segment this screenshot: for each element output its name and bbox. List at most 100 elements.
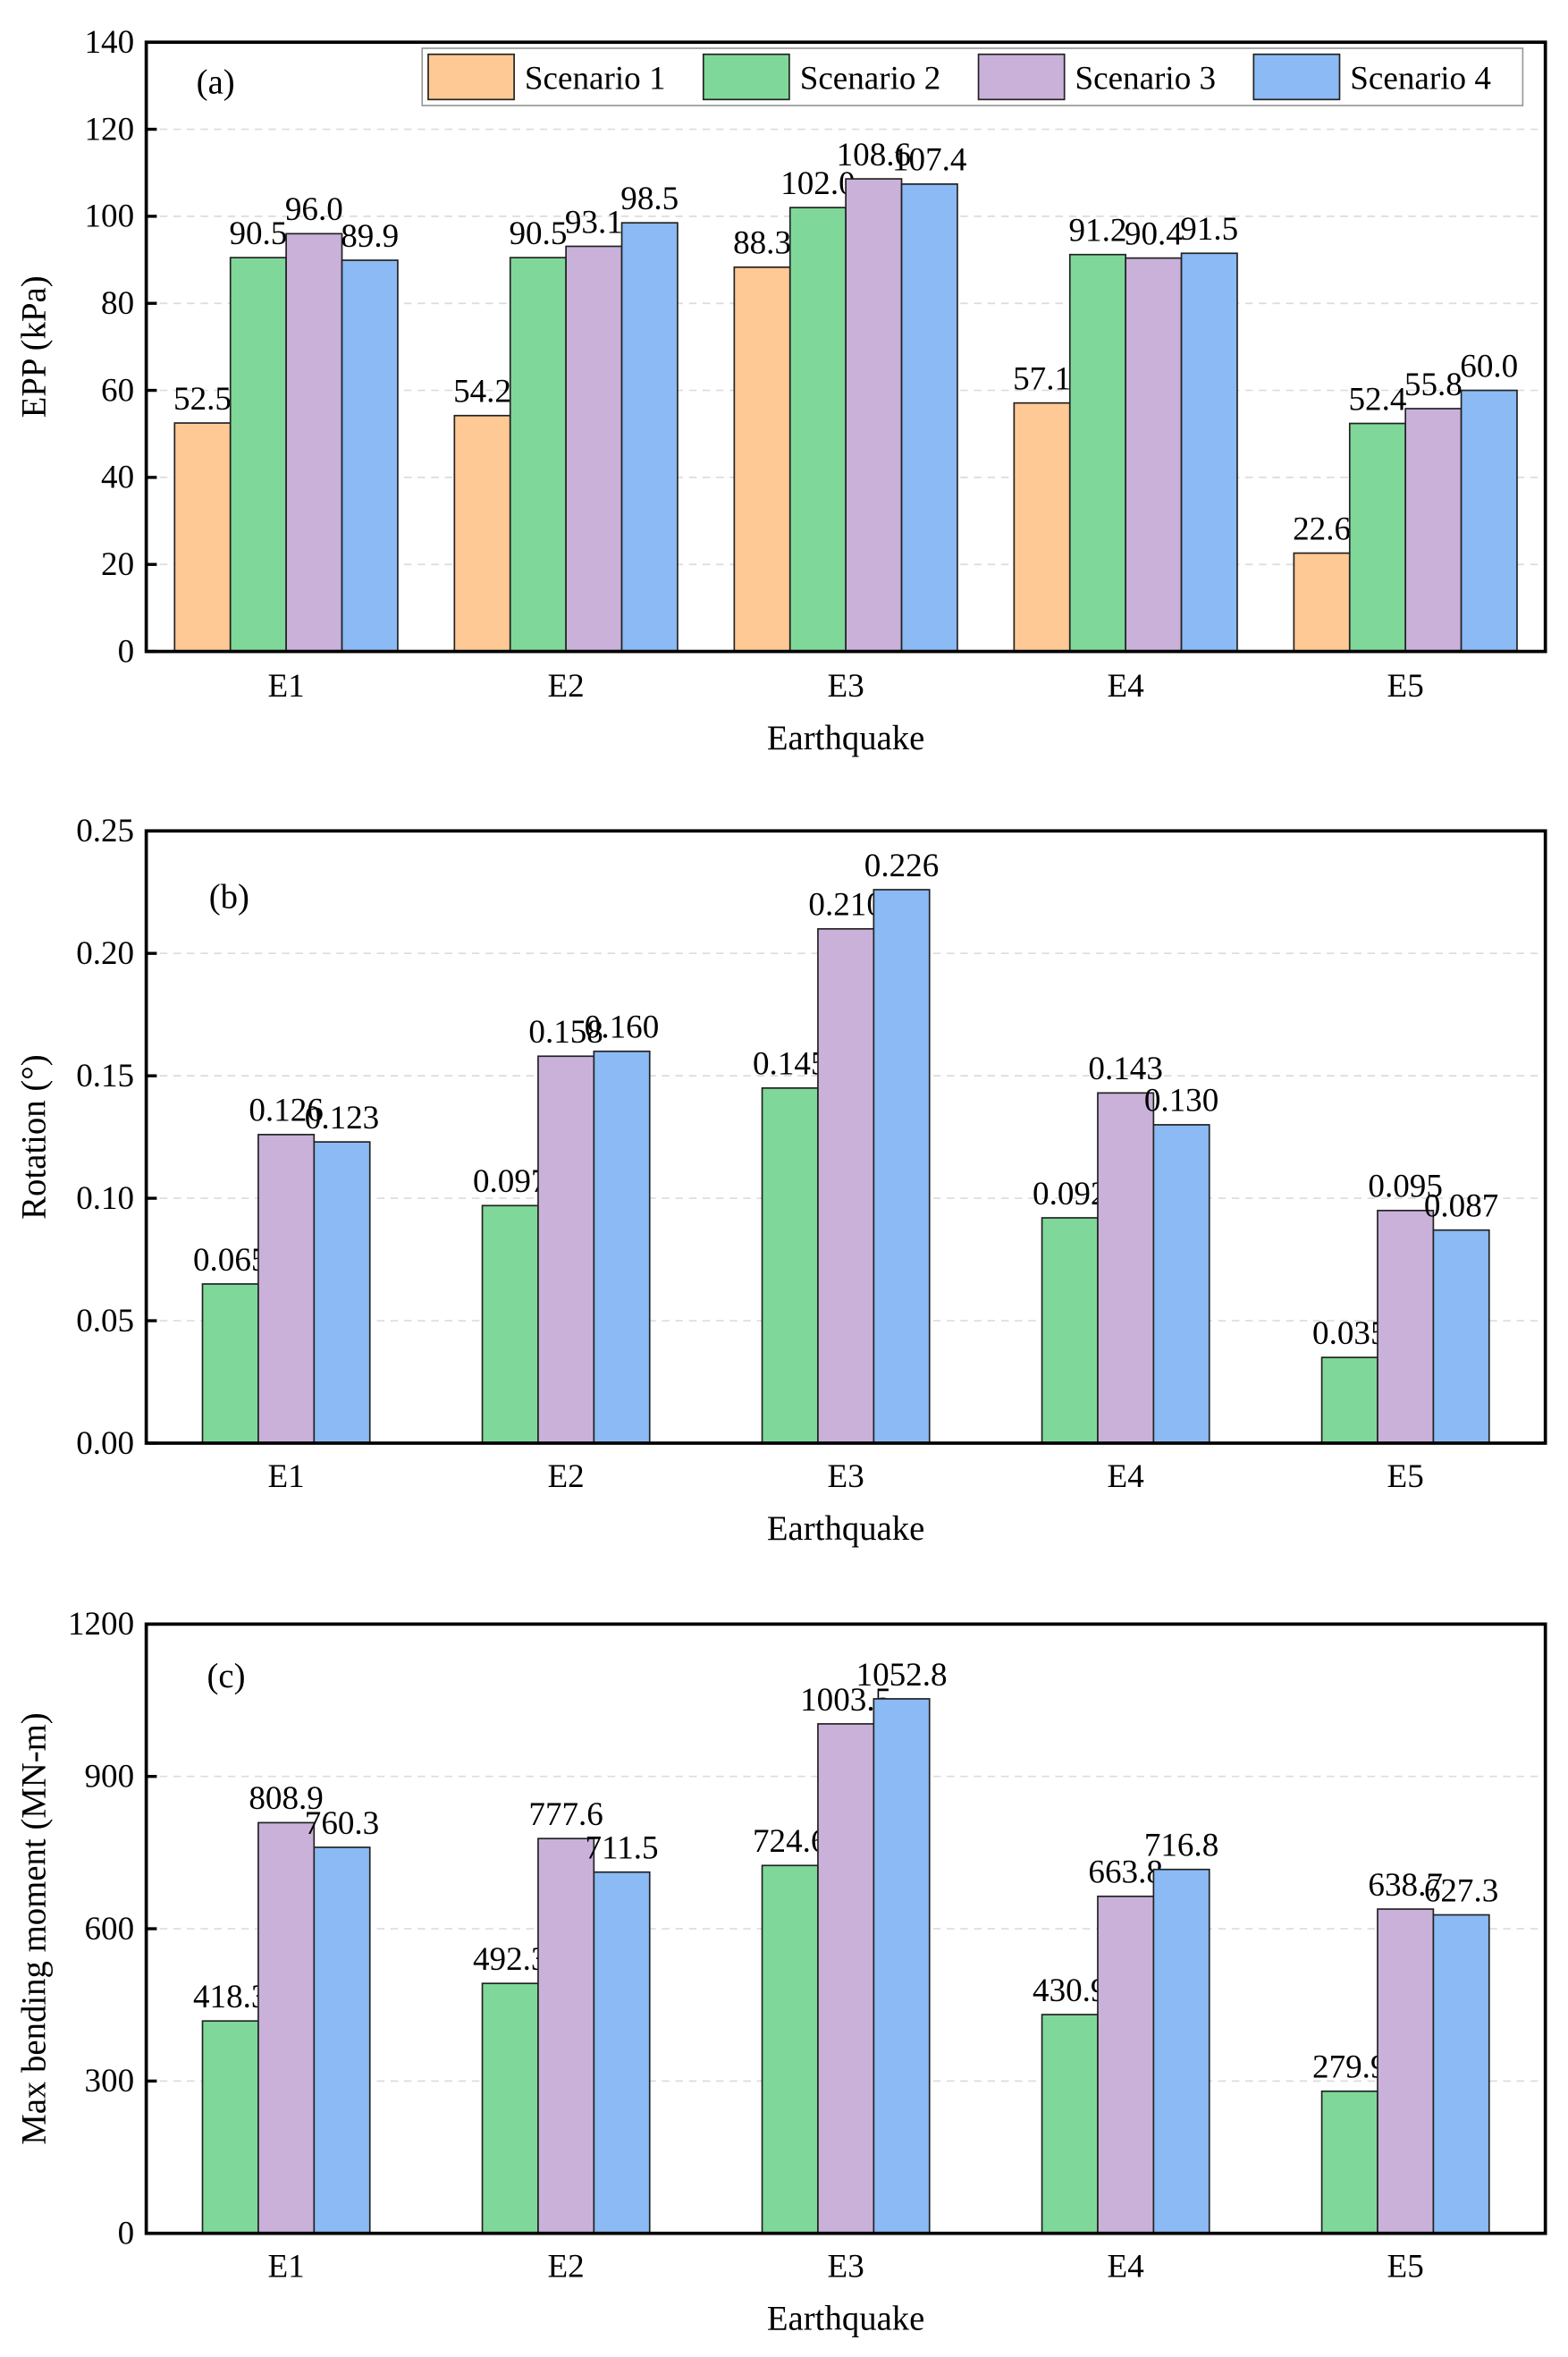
data-label: 91.5 [1180, 211, 1238, 248]
x-tick-label: E2 [548, 2249, 585, 2285]
legend-swatch [702, 53, 790, 101]
y-tick-label: 120 [84, 111, 134, 148]
data-label: 54.2 [453, 374, 511, 410]
data-label: 0.035 [1312, 1315, 1387, 1352]
x-tick-label: E5 [1387, 668, 1424, 705]
bar-scenario-2-E4 [1041, 2014, 1099, 2235]
bar-scenario-4-E5 [1432, 1913, 1490, 2235]
data-label: 0.097 [473, 1163, 547, 1200]
legend-label: Scenario 2 [800, 61, 941, 97]
data-label: 57.1 [1013, 360, 1071, 397]
y-tick-label: 60 [101, 372, 134, 409]
panel-label: (b) [209, 877, 249, 916]
data-label: 90.5 [509, 215, 567, 252]
data-label: 279.9 [1312, 2049, 1387, 2086]
legend-label: Scenario 4 [1350, 61, 1491, 97]
plot-frame [144, 829, 1547, 1445]
x-axis-title: Earthquake [767, 2300, 925, 2338]
data-label: 777.6 [528, 1796, 603, 1833]
data-label: 88.3 [733, 225, 791, 262]
bar-scenario-1-E2 [453, 414, 511, 653]
x-tick-label: E5 [1387, 2249, 1424, 2285]
bar-scenario-4-E3 [900, 183, 958, 653]
data-label: 60.0 [1460, 348, 1518, 384]
bar-scenario-3-E3 [817, 927, 875, 1444]
data-label: 0.087 [1424, 1188, 1498, 1225]
y-tick-label: 100 [84, 199, 134, 235]
data-label: 98.5 [620, 181, 679, 217]
x-tick-label: E3 [828, 668, 864, 705]
y-axis-title: Max bending moment (MN-m) [15, 1712, 54, 2144]
x-tick-label: E2 [548, 668, 585, 705]
data-label: 91.2 [1068, 213, 1126, 249]
y-tick-label: 40 [101, 460, 134, 496]
bar-scenario-3-E1 [285, 232, 343, 653]
data-label: 22.6 [1293, 511, 1351, 547]
data-label: 638.7 [1368, 1867, 1442, 1904]
data-label: 663.8 [1088, 1854, 1162, 1891]
plot-frame [144, 1622, 1547, 2235]
bar-scenario-3-E4 [1097, 1092, 1155, 1444]
data-label: 0.092 [1033, 1176, 1107, 1212]
legend-label: Scenario 3 [1075, 61, 1216, 97]
bar-scenario-2-E3 [788, 207, 847, 653]
y-tick-label: 140 [84, 24, 134, 61]
data-label: 1052.8 [856, 1657, 948, 1694]
bar-scenario-1-E1 [173, 422, 232, 653]
y-axis-title: Rotation (°) [15, 1054, 54, 1220]
bar-scenario-3-E4 [1125, 257, 1183, 653]
y-tick-label: 0.20 [76, 935, 134, 972]
legend: Scenario 1 Scenario 2 Scenario 3 Scenario 4 [421, 47, 1524, 106]
bar-scenario-3-E2 [537, 1837, 595, 2235]
x-axis-title: Earthquake [767, 719, 925, 757]
bar-scenario-2-E3 [761, 1087, 819, 1444]
bar-scenario-2-E2 [509, 257, 567, 653]
bar-scenario-2-E3 [761, 1864, 819, 2235]
y-tick-label: 0.15 [76, 1058, 134, 1094]
data-label: 724.6 [753, 1823, 827, 1860]
bar-scenario-2-E5 [1320, 1356, 1378, 1444]
data-label: 0.123 [305, 1100, 379, 1136]
bar-scenario-3-E3 [817, 1723, 875, 2235]
bar-scenario-3-E2 [537, 1055, 595, 1444]
data-label: 418.3 [193, 1979, 267, 2015]
data-label: 96.0 [285, 191, 343, 228]
bar-scenario-4-E1 [341, 259, 399, 653]
data-label: 0.126 [249, 1093, 323, 1129]
x-tick-label: E4 [1108, 2249, 1144, 2285]
y-tick-label: 0.05 [76, 1303, 134, 1339]
y-axis-title: EPP (kPa) [15, 275, 54, 418]
data-label: 93.1 [565, 204, 623, 241]
data-label: 55.8 [1404, 367, 1463, 403]
chart-panel-b: 0.00 0.05 0.10 0.15 0.20 0.25 E1 0.065 0.1260.12… [15, 813, 1547, 1548]
plot-frame [144, 40, 1547, 654]
y-tick-label: 0.10 [76, 1180, 134, 1217]
data-label: 0.160 [585, 1010, 659, 1046]
bar-scenario-4-E1 [313, 1141, 371, 1444]
y-tick-label: 0.25 [76, 813, 134, 849]
data-label: 52.5 [173, 381, 232, 418]
bar-scenario-2-E4 [1041, 1217, 1099, 1444]
bar-scenario-2-E2 [481, 1204, 539, 1444]
bar-scenario-4-E2 [593, 1871, 651, 2235]
bar-scenario-4-E3 [873, 1698, 931, 2235]
x-tick-label: E4 [1108, 668, 1144, 705]
x-tick-label: E3 [828, 1458, 864, 1495]
bar-scenario-2-E5 [1348, 422, 1407, 653]
data-label: 89.9 [341, 218, 399, 255]
bar-scenario-2-E1 [201, 1283, 259, 1444]
legend-swatch [427, 53, 515, 101]
x-tick-label: E2 [548, 1458, 585, 1495]
y-tick-label: 600 [84, 1911, 134, 1947]
bar-scenario-4-E2 [593, 1050, 651, 1444]
bar-scenario-2-E2 [481, 1982, 539, 2235]
data-label: 0.226 [864, 848, 939, 884]
data-label: 108.6 [837, 137, 911, 173]
y-tick-label: 0 [118, 2216, 135, 2252]
legend-swatch [1252, 53, 1341, 101]
y-tick-label: 300 [84, 2063, 134, 2099]
data-label: 107.4 [892, 142, 966, 179]
bar-scenario-3-E5 [1377, 1908, 1435, 2235]
bar-scenario-1-E5 [1293, 552, 1351, 653]
